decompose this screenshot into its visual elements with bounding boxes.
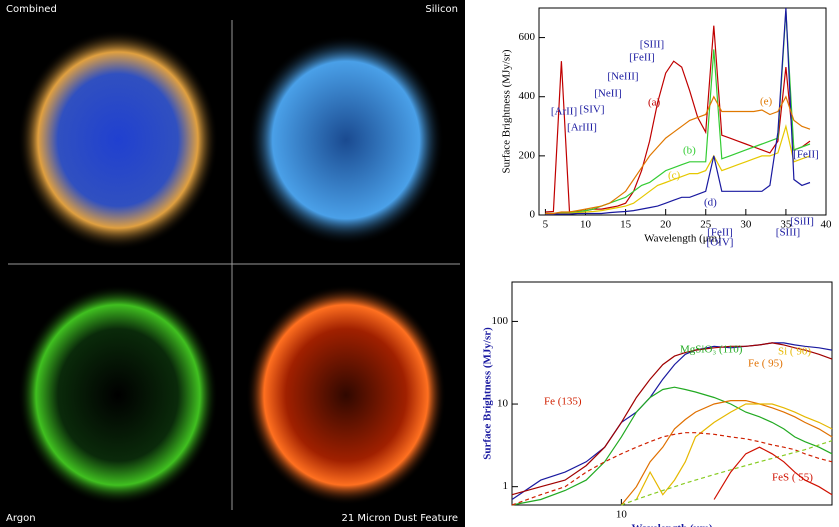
y-axis-label: Surface Brightness (MJy/sr) xyxy=(501,49,513,173)
charts: 5101520253035400200400600Wavelength (μm)… xyxy=(0,0,839,527)
y-tick-label: 10 xyxy=(497,398,509,410)
x-tick-label: 40 xyxy=(821,219,833,231)
series-line xyxy=(512,433,832,505)
series-label: Fe ( 95) xyxy=(748,358,783,370)
figure: Combined Silicon Argon 21 Micron Dust Fe… xyxy=(0,0,839,527)
y-tick-label: 600 xyxy=(519,31,536,43)
line-annotation: [OIV] xyxy=(707,237,734,249)
series-label: Fe (135) xyxy=(544,396,582,408)
series-label: (b) xyxy=(683,145,696,157)
line-annotation: [NeIII] xyxy=(607,71,638,83)
x-tick-label: 20 xyxy=(660,219,672,231)
x-tick-label: 30 xyxy=(740,219,752,231)
x-tick-label: 10 xyxy=(616,509,628,521)
x-tick-label: 10 xyxy=(580,219,592,231)
y-axis-label: Surface Brightness (MJy/sr) xyxy=(482,327,494,460)
line-annotation: [SIV] xyxy=(579,104,604,116)
series-label: (e) xyxy=(760,96,773,108)
series-label: (a) xyxy=(648,97,661,109)
series-label: Si ( 90) xyxy=(778,346,811,358)
y-tick-label: 0 xyxy=(530,209,536,221)
series-label: (d) xyxy=(704,197,717,209)
line-annotation: [SiII] xyxy=(790,216,814,228)
line-annotation: [ArIII] xyxy=(567,122,597,134)
x-axis-label: Wavelength (μm) xyxy=(631,523,712,527)
y-tick-label: 1 xyxy=(503,480,509,492)
series-line xyxy=(621,401,832,505)
line-annotation: [SIII] xyxy=(640,39,664,51)
line-annotation: [FeII] xyxy=(629,52,655,64)
line-annotation: [NeII] xyxy=(594,88,621,100)
series-line xyxy=(636,404,832,500)
series-label: MgSiO₃ (110) xyxy=(680,344,743,356)
y-tick-label: 400 xyxy=(519,90,536,102)
y-tick-label: 100 xyxy=(492,315,509,327)
line-annotation: [FeII] xyxy=(793,149,819,161)
line-annotation: [SIII] xyxy=(776,227,800,239)
y-tick-label: 200 xyxy=(519,149,536,161)
series-label: (c) xyxy=(668,170,681,182)
x-tick-label: 5 xyxy=(543,219,549,231)
series-label: FeS ( 55) xyxy=(772,472,813,484)
x-tick-label: 15 xyxy=(620,219,632,231)
chart: 10 1 10 100 Wavelength (μm) Surface Brightnes… xyxy=(482,282,832,527)
line-annotation: [ArII] xyxy=(551,106,577,118)
